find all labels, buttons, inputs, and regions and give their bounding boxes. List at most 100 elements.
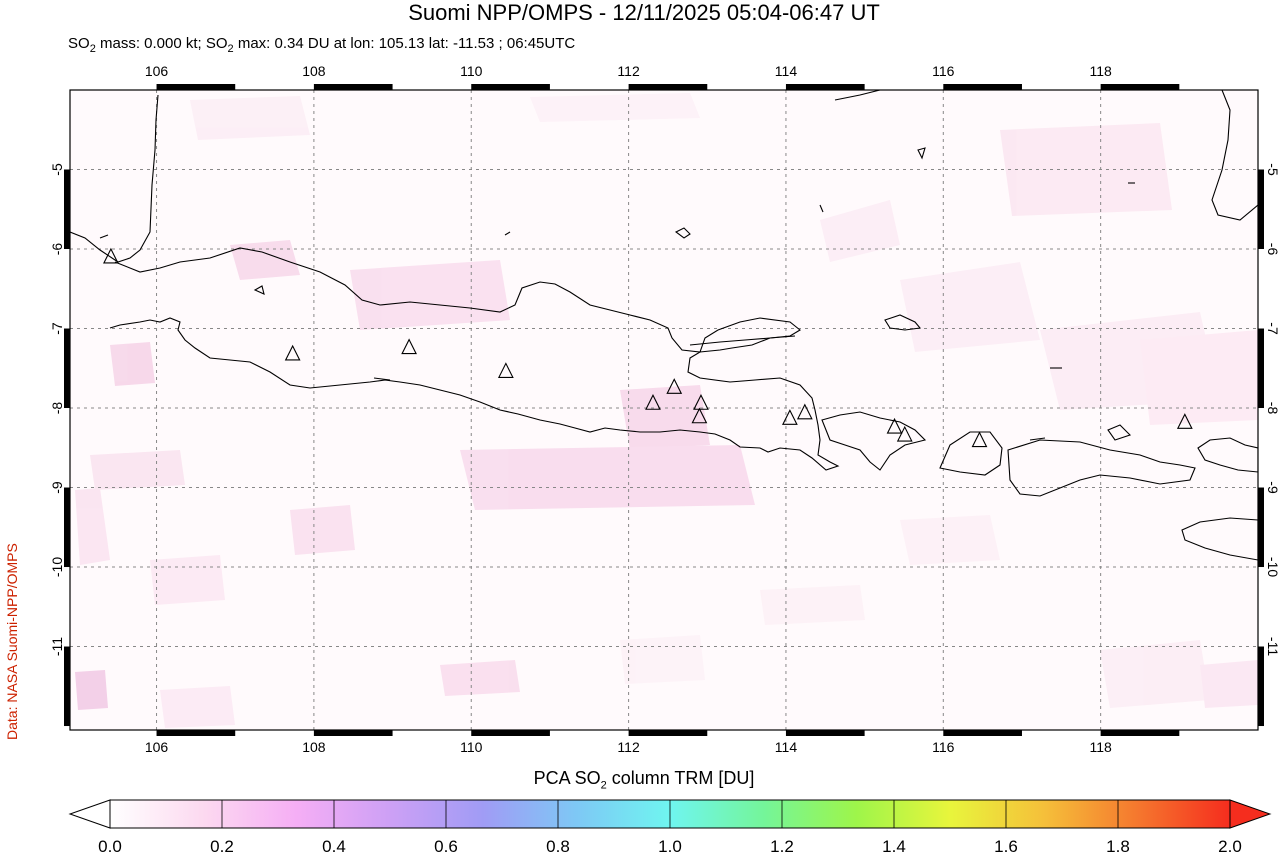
triangle-icon [497, 362, 514, 378]
island [884, 314, 922, 331]
island [674, 227, 691, 239]
flores-coast [1197, 437, 1258, 473]
island [819, 204, 824, 213]
colorbar-tick-label: 1.0 [658, 837, 682, 855]
frame-bar-top [313, 84, 393, 90]
lat-label-left: -8 [49, 402, 65, 415]
colorbar-ticks: 0.0 0.2 0.4 0.6 0.8 1.0 1.2 1.4 1.6 1.8 2.0 [98, 800, 1242, 855]
lat-label-left: -5 [49, 163, 65, 176]
frame-bar-top [628, 84, 708, 90]
colorbar-high-arrow [1229, 799, 1272, 829]
triangle-icon [796, 403, 813, 420]
lat-label-left: -7 [49, 322, 65, 335]
lat-label-right: -8 [1265, 402, 1281, 415]
triangle-icon [1176, 413, 1193, 429]
triangle-icon [401, 338, 417, 355]
lon-label-bottom: 108 [302, 739, 326, 755]
triangle-icon [645, 394, 661, 410]
colorbar-title: PCA SO2 column TRM [DU] [533, 768, 755, 792]
frame-bar-right [1258, 328, 1264, 409]
bali-coast [821, 411, 927, 471]
java-coast [109, 247, 840, 471]
lon-label-top: 112 [617, 63, 640, 79]
triangle-icon [666, 378, 683, 394]
triangle-icon [971, 431, 988, 448]
frame-bar-bottom [1100, 730, 1180, 736]
colorbar-tick-label: 2.0 [1218, 837, 1242, 855]
lon-label-bottom: 112 [617, 739, 640, 755]
frame-ticks [64, 84, 1264, 736]
lon-label-bottom: 106 [145, 739, 169, 755]
sulawesi-coast [1211, 90, 1258, 221]
lon-label-top: 118 [1089, 63, 1112, 79]
lat-label-left: -10 [49, 557, 65, 577]
frame-bar-bottom [628, 730, 708, 736]
triangle-icon [103, 247, 119, 264]
triangle-icon [896, 425, 913, 442]
lat-label-left: -11 [49, 637, 65, 656]
kalimantan-coast [834, 90, 881, 101]
triangle-icon [781, 409, 798, 425]
lon-label-bottom: 110 [460, 739, 483, 755]
frame-bar-top [785, 84, 865, 90]
lat-label-right: -11 [1265, 637, 1281, 656]
frame-bar-right [1258, 169, 1264, 250]
frame-bar-top [1100, 84, 1180, 90]
frame-bar-bottom [471, 730, 550, 736]
frame-bar-left [64, 646, 70, 727]
frame-bar-bottom [313, 730, 393, 736]
colorbar-tick-label: 0.8 [546, 837, 570, 855]
colorbar-tick-label: 1.4 [882, 837, 906, 855]
island [253, 285, 265, 295]
island [99, 234, 109, 239]
colorbar-tick-label: 0.4 [322, 837, 346, 855]
triangle-icon [693, 394, 709, 410]
island [1107, 424, 1132, 441]
frame-bar-top [156, 84, 236, 90]
sumba-coast [1181, 517, 1258, 561]
frame-bar-left [64, 487, 70, 568]
lat-label-right: -9 [1265, 481, 1281, 494]
island [373, 377, 391, 381]
colorbar: 0.0 0.2 0.4 0.6 0.8 1.0 1.2 1.4 1.6 1.8 2.0 [68, 799, 1272, 855]
lat-label-right: -6 [1265, 243, 1281, 256]
island [504, 231, 511, 236]
coastlines [70, 90, 1258, 561]
lon-label-top: 110 [460, 63, 483, 79]
colorbar-tick-label: 1.2 [770, 837, 794, 855]
island [917, 147, 926, 160]
colorbar-tick-label: 0.6 [434, 837, 458, 855]
frame-bar-left [64, 169, 70, 250]
lombok-coast [939, 431, 1003, 476]
lon-label-top: 108 [302, 63, 326, 79]
lat-label-right: -10 [1265, 557, 1281, 577]
latitude-labels: -5 -5 -6 -6 -7 -7 -8 -8 -9 -9 -10 -10 -11 -11 [49, 163, 1281, 656]
colorbar-tick-label: 0.2 [210, 837, 234, 855]
frame-bar-right [1258, 487, 1264, 568]
colorbar-tick-label: 1.6 [994, 837, 1018, 855]
island [1029, 437, 1046, 441]
lon-label-bottom: 118 [1089, 739, 1112, 755]
lat-label-right: -7 [1265, 322, 1281, 335]
frame-bar-bottom [943, 730, 1022, 736]
lon-label-top: 106 [145, 63, 169, 79]
frame-bar-left [64, 328, 70, 409]
sumbawa-coast [1007, 439, 1196, 497]
triangle-icon [691, 407, 708, 424]
frame-bar-right [1258, 646, 1264, 727]
lon-label-top: 114 [775, 63, 798, 79]
colorbar-tick-label: 0.0 [98, 837, 122, 855]
lat-label-right: -5 [1265, 163, 1281, 176]
lat-label-left: -9 [49, 481, 65, 494]
page-title: Suomi NPP/OMPS - 12/11/2025 05:04-06:47 … [408, 0, 880, 25]
frame-bar-bottom [156, 730, 236, 736]
so2-summary: SO2 mass: 0.000 kt; SO2 max: 0.34 DU at … [68, 35, 576, 55]
frame-bar-bottom [785, 730, 865, 736]
colorbar-tick-label: 1.8 [1106, 837, 1130, 855]
frame-bar-top [943, 84, 1022, 90]
lon-label-bottom: 114 [775, 739, 798, 755]
triangle-icon [284, 344, 301, 361]
triangle-icon [886, 417, 903, 434]
lon-label-bottom: 116 [932, 739, 955, 755]
lon-label-top: 116 [932, 63, 955, 79]
